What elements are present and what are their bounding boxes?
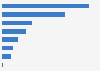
Bar [2, 29, 26, 34]
Bar [2, 46, 13, 50]
Bar [2, 12, 65, 17]
Bar [2, 21, 32, 25]
Bar [2, 63, 3, 67]
Bar [2, 37, 18, 42]
Bar [2, 54, 11, 59]
Bar [2, 4, 89, 8]
